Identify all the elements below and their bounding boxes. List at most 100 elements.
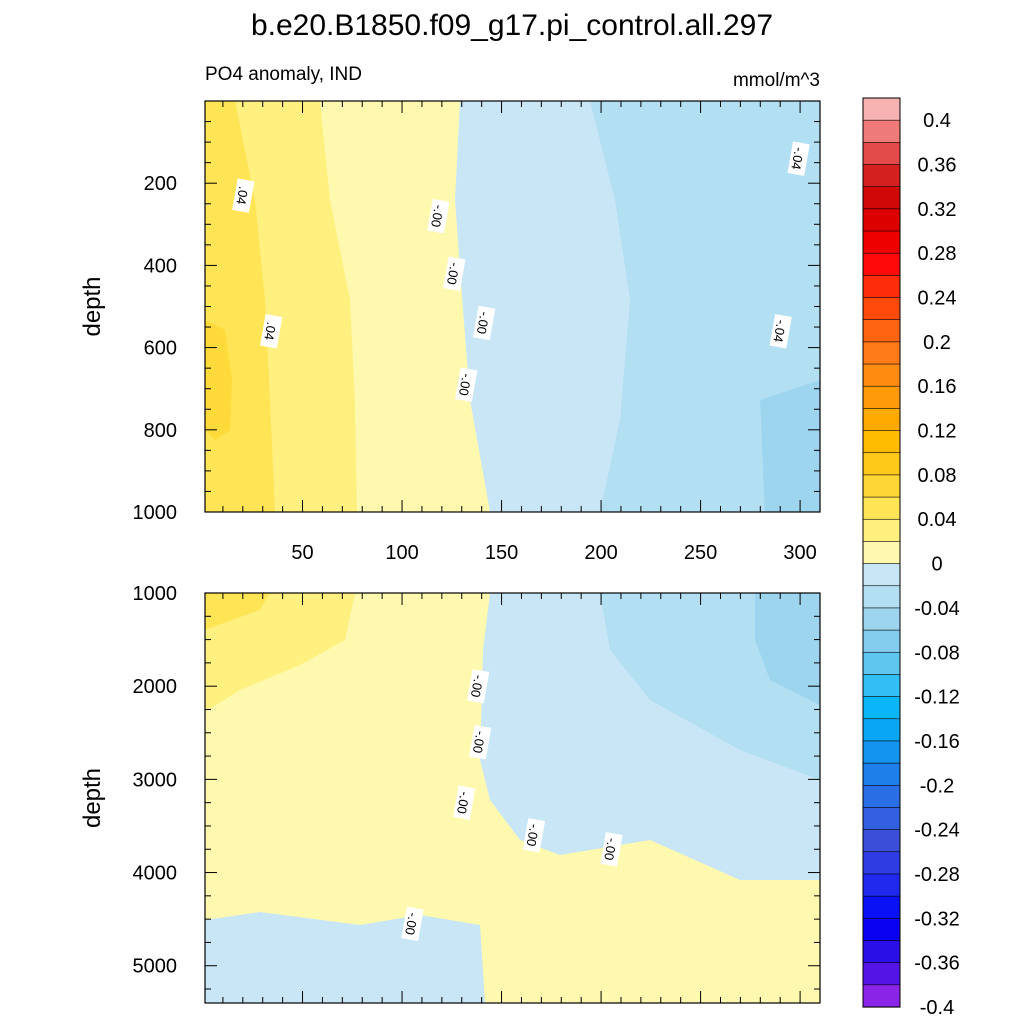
- colorbar-label: 0.36: [918, 155, 957, 177]
- colorbar-swatch: [862, 940, 901, 964]
- colorbar-swatch: [862, 341, 901, 365]
- contour-label: -.00: [600, 832, 623, 867]
- colorbar-swatch: [862, 230, 901, 254]
- contour-label-box: [455, 367, 478, 402]
- contour-label-box: [260, 314, 283, 349]
- y-tick-label: 5000: [133, 956, 178, 978]
- colorbar-swatch: [862, 142, 901, 166]
- colorbar-swatch: [862, 895, 901, 919]
- contour-label-box: [467, 669, 490, 704]
- colorbar-swatch: [862, 740, 901, 764]
- contour-label-box: [522, 818, 546, 853]
- colorbar-swatch: [862, 119, 901, 143]
- y-tick-label: 400: [144, 255, 177, 277]
- contour-label-box: [232, 178, 255, 213]
- upper-axes: 50 100 150 200 250 300 200 400 600 800 1000 depth: [79, 101, 820, 564]
- contour-label-text: -.00: [428, 204, 447, 229]
- field-region: [755, 593, 820, 705]
- colorbar-swatch: [862, 807, 901, 831]
- colorbar-swatch: [862, 275, 901, 299]
- upper-contour-labels: .04 .04 -.00 -.00 -.00 -.00 -.04 -.04: [232, 141, 810, 402]
- y-tick-label: 1000: [133, 502, 178, 524]
- contour-label: -.00: [455, 367, 478, 402]
- contour-label: -.00: [443, 256, 466, 291]
- colorbar-swatch: [862, 784, 901, 809]
- contour-label: -.00: [472, 305, 496, 341]
- x-tick-label: 100: [385, 542, 418, 564]
- contour-label: -.00: [453, 785, 476, 820]
- y-tick-label: 4000: [133, 863, 178, 885]
- contour-label: -.04: [787, 141, 810, 176]
- colorbar-swatch: [862, 984, 901, 1008]
- y-tick-label: 1000: [133, 583, 178, 605]
- colorbar-swatch: [862, 607, 901, 631]
- colorbar-swatch: [862, 319, 901, 343]
- y-tick-label: 3000: [133, 769, 178, 791]
- contour-label-text: -.04: [770, 319, 789, 344]
- subtitle-left: PO4 anomaly, IND: [205, 64, 362, 85]
- lower-frame: [204, 592, 821, 1004]
- colorbar-swatch: [862, 385, 901, 409]
- contour-label-box: [600, 832, 623, 867]
- colorbar-swatch: [862, 452, 901, 476]
- y-axis-label: depth: [79, 276, 106, 336]
- contour-label-text: -.00: [601, 837, 620, 862]
- colorbar-swatch: [862, 363, 901, 387]
- contour-label: .04: [232, 178, 255, 213]
- contour-label-text: .04: [261, 321, 279, 341]
- lower-contour-labels: -.00 -.00 -.00 -.00 -.00 -.00: [401, 669, 623, 942]
- colorbar-swatch: [862, 962, 901, 986]
- y-tick-label: 200: [144, 173, 177, 195]
- contour-label-text: -.00: [524, 823, 543, 848]
- colorbar-label: 0.4: [923, 110, 951, 132]
- contour-label: -.00: [427, 198, 450, 234]
- colorbar-swatch: [862, 696, 901, 720]
- field-region: [205, 320, 232, 440]
- colorbar-label: 0.12: [918, 421, 957, 443]
- colorbar-swatch: [862, 496, 901, 520]
- contour-label: .04: [260, 314, 283, 349]
- contour-label-text: -.00: [468, 674, 487, 699]
- colorbar-label: -0.32: [914, 908, 960, 930]
- contour-label-box: [427, 198, 450, 234]
- colorbar-swatch: [862, 474, 901, 498]
- x-tick-label: 300: [783, 542, 816, 564]
- contour-label-box: [453, 785, 476, 820]
- contour-label-box: [443, 256, 466, 291]
- contour-label-box: [469, 724, 492, 760]
- y-tick-label: 600: [144, 338, 177, 360]
- contour-label-box: [472, 305, 496, 341]
- colorbar-frame: [862, 97, 901, 1008]
- contour-label-text: .04: [233, 185, 251, 205]
- y-tick-label: 800: [144, 420, 177, 442]
- contour-label-text: -.04: [788, 146, 807, 171]
- colorbar-label: -0.04: [914, 598, 960, 620]
- colorbar-label: 0.16: [918, 376, 957, 398]
- colorbar-label: 0.24: [918, 288, 957, 310]
- colorbar-swatch: [862, 408, 901, 432]
- lower-fields: [205, 593, 820, 1003]
- colorbar-label: -0.12: [914, 687, 960, 709]
- colorbar-label: 0.08: [918, 465, 957, 487]
- colorbar-swatch: [862, 563, 901, 587]
- colorbar-swatch: [862, 518, 901, 543]
- colorbar-swatch: [862, 829, 901, 853]
- colorbar-swatch: [862, 918, 901, 942]
- contour-label-text: -.00: [402, 911, 421, 936]
- colorbar-swatch: [862, 629, 901, 653]
- contour-label-text: -.00: [456, 372, 475, 397]
- colorbar-swatch: [862, 252, 901, 276]
- field-region: [760, 380, 820, 512]
- colorbar-swatch: [862, 762, 901, 786]
- colorbar-label: -0.08: [914, 642, 960, 664]
- colorbar-swatch: [862, 186, 901, 210]
- colorbar-label: -0.28: [914, 864, 960, 886]
- y-tick-label: 2000: [133, 676, 178, 698]
- colorbar-label: 0.04: [918, 509, 957, 531]
- contour-label-box: [401, 906, 424, 942]
- colorbar-label: -0.4: [920, 997, 954, 1019]
- colorbar-swatch: [862, 718, 901, 742]
- colorbar-label: -0.16: [914, 731, 960, 753]
- colorbar-swatch: [862, 651, 901, 676]
